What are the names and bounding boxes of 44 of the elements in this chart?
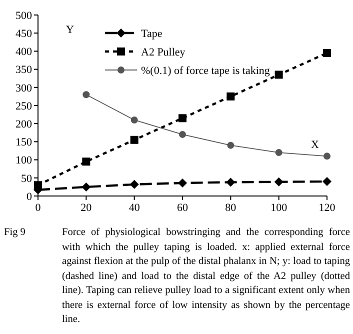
y-tick-label: 400 [16,46,32,58]
annotation: X [311,139,320,151]
point [323,49,331,58]
point [275,149,282,156]
legend-label: %(0.1) of force tape is taking [141,64,270,77]
x-tick-label: 60 [177,202,188,214]
y-tick-label: 150 [16,136,32,149]
point [227,142,234,149]
x-tick-label: 120 [318,202,336,214]
y-tick-label: 350 [16,64,32,76]
point [130,180,139,189]
point [178,178,187,188]
point [82,91,90,98]
x-tick-label: 0 [35,202,42,214]
x-tick-label: 40 [128,202,140,214]
point [322,177,332,186]
y-tick-label: 50 [21,172,32,185]
y-tick-label: 0 [26,190,32,203]
point [324,152,330,160]
point [178,114,186,122]
x-tick-label: 20 [80,202,92,214]
point [179,130,186,138]
y-tick-label: 250 [16,100,32,112]
caption: Fig 9 [3,226,26,240]
legend-label: Tape [141,28,162,40]
text: Force of physiological bowstringing and the corresponding force with which the pulley taping is loaded. x: applied external force against flexion at the pulp of the distal phalanx in N; y: load to taping (dashed line) and load to the distal edge of the A2 pulley (dotted line). Taping can relieve pulley load to a significant extent only when there is external force of low intensity as shown by the percentage line. [62,226,350,327]
x-tick-label: 100 [270,202,288,214]
x-tick-label: 80 [225,202,237,214]
point [130,116,138,124]
y-tick-label: 200 [16,118,32,130]
y-tick-label: 500 [16,10,32,22]
point [82,182,91,192]
y-tick-label: 300 [16,82,32,94]
point [226,178,236,187]
point [274,177,284,186]
point [274,70,283,79]
point [130,136,138,144]
point [82,158,90,166]
annotation: Y [66,24,74,36]
legend-label: A2 Pulley [141,46,186,58]
point [34,181,42,190]
y-tick-label: 100 [16,154,32,167]
point [226,92,235,100]
y-tick-label: 450 [16,28,32,40]
